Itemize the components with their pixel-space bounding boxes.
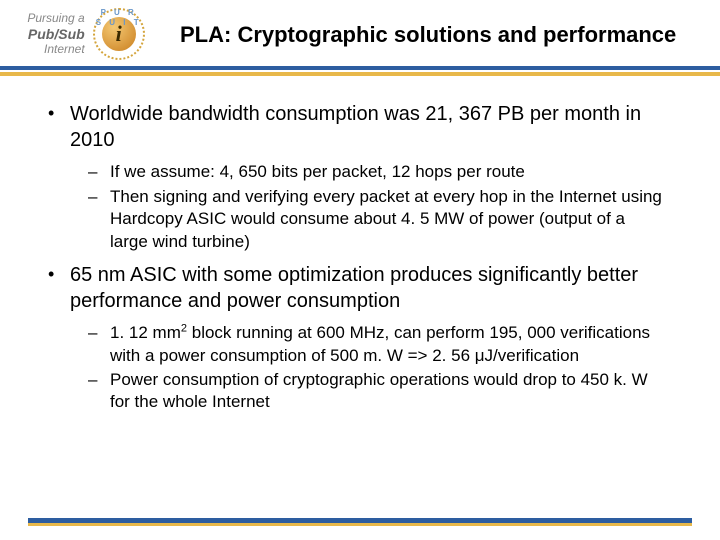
sub-bullet-list: –If we assume: 4, 650 bits per packet, 1… [88, 161, 674, 253]
sub-bullet-list: –1. 12 mm2 block running at 600 MHz, can… [88, 322, 674, 414]
bullet-text: 65 nm ASIC with some optimization produc… [70, 263, 674, 314]
bullet-dot-icon: • [46, 263, 70, 286]
sub-bullet-item: –Then signing and verifying every packet… [88, 186, 674, 253]
slide-body: •Worldwide bandwidth consumption was 21,… [0, 76, 720, 434]
logo-tagline-1: Pursuing a [27, 11, 84, 25]
sub-dash-icon: – [88, 322, 110, 344]
sub-dash-icon: – [88, 161, 110, 183]
header-divider [0, 66, 720, 76]
slide-title: PLA: Cryptographic solutions and perform… [180, 19, 708, 49]
sub-bullet-text: If we assume: 4, 650 bits per packet, 12… [110, 161, 674, 183]
sub-bullet-item: –1. 12 mm2 block running at 600 MHz, can… [88, 322, 674, 367]
footer-divider [0, 518, 720, 526]
logo-circle-icon: P U R S U I T i [93, 8, 145, 60]
bullet-item: •65 nm ASIC with some optimization produ… [46, 263, 674, 414]
sub-bullet-text: 1. 12 mm2 block running at 600 MHz, can … [110, 322, 674, 367]
bullet-list: •Worldwide bandwidth consumption was 21,… [46, 102, 674, 414]
logo-arc-text: P U R S U I T [95, 8, 143, 27]
sub-bullet-text: Power consumption of cryptographic opera… [110, 369, 674, 414]
sub-bullet-item: –If we assume: 4, 650 bits per packet, 1… [88, 161, 674, 183]
sub-bullet-item: –Power consumption of cryptographic oper… [88, 369, 674, 414]
sub-dash-icon: – [88, 369, 110, 391]
bullet-dot-icon: • [46, 102, 70, 125]
logo-tagline-2: Pub/Sub [27, 26, 84, 43]
bullet-item: •Worldwide bandwidth consumption was 21,… [46, 102, 674, 253]
sub-dash-icon: – [88, 186, 110, 208]
bullet-text: Worldwide bandwidth consumption was 21, … [70, 102, 674, 153]
logo-tagline-3: Internet [27, 42, 84, 56]
sub-bullet-text: Then signing and verifying every packet … [110, 186, 674, 253]
slide-header: Pursuing a Pub/Sub Internet P U R S U I … [0, 0, 720, 60]
pursuit-logo: Pursuing a Pub/Sub Internet P U R S U I … [6, 8, 166, 60]
